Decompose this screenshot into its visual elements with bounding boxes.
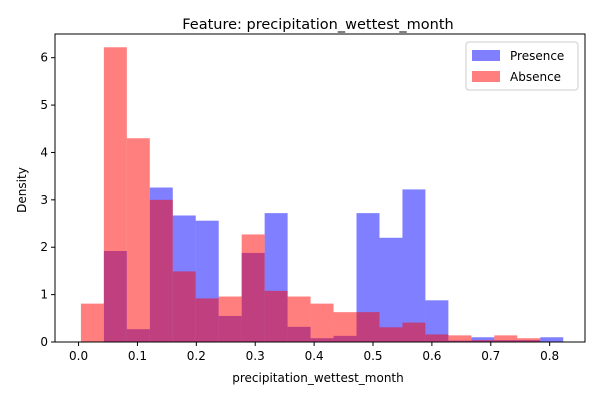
- bar-absence-7: [241, 234, 265, 342]
- bar-presence-14: [425, 300, 449, 342]
- y-tick-label: 6: [40, 51, 48, 65]
- bars-layer: [80, 47, 564, 342]
- bar-absence-6: [218, 296, 242, 342]
- x-tick-label: 0.4: [305, 349, 324, 363]
- bar-absence-3: [149, 199, 173, 342]
- plot-frame: [54, 33, 586, 343]
- bar-absence-8: [264, 290, 288, 342]
- bar-absence-19: [517, 338, 541, 342]
- bar-presence-13: [402, 189, 426, 342]
- legend-swatch-presence: [472, 50, 500, 61]
- y-tick-label: 1: [40, 288, 48, 302]
- bar-absence-0: [80, 303, 104, 342]
- bar-absence-10: [310, 303, 334, 342]
- bar-presence-19: [540, 337, 564, 342]
- bar-presence-12: [379, 237, 403, 342]
- x-tick-label: 0.3: [246, 349, 265, 363]
- legend-label-presence: Presence: [510, 49, 564, 63]
- bar-absence-15: [425, 334, 449, 342]
- y-axis: 0 1 2 3 4 5 6: [40, 51, 55, 349]
- bar-absence-1: [103, 47, 127, 342]
- bar-presence-16: [471, 337, 495, 342]
- x-tick-label: 0.1: [128, 349, 147, 363]
- x-tick-label: 0.5: [363, 349, 382, 363]
- bar-absence-16: [448, 335, 472, 342]
- legend: Presence Absence: [465, 41, 579, 91]
- bar-absence-12: [356, 312, 380, 342]
- bar-absence-13: [379, 327, 403, 342]
- bar-absence-5: [195, 298, 219, 342]
- bar-absence-4: [172, 271, 196, 342]
- y-tick-label: 3: [40, 193, 48, 207]
- y-tick-label: 4: [40, 145, 48, 159]
- legend-swatch-absence: [472, 71, 500, 82]
- x-axis-label: precipitation_wettest_month: [232, 371, 404, 385]
- bar-presence-11: [356, 213, 380, 342]
- bar-absence-17: [471, 340, 495, 342]
- x-tick-label: 0.0: [69, 349, 88, 363]
- y-tick-label: 2: [40, 240, 48, 254]
- x-tick-label: 0.7: [481, 349, 500, 363]
- x-tick-label: 0.6: [422, 349, 441, 363]
- x-tick-label: 0.2: [187, 349, 206, 363]
- bar-absence-14: [402, 322, 426, 342]
- chart-title: Feature: precipitation_wettest_month: [182, 17, 454, 33]
- x-axis: 0.0 0.1 0.2 0.3 0.4 0.5 0.6 0.7 0.8: [69, 342, 559, 363]
- x-tick-label: 0.8: [540, 349, 559, 363]
- legend-label-absence: Absence: [510, 70, 561, 84]
- bar-absence-9: [287, 296, 311, 342]
- bar-absence-18: [494, 335, 518, 342]
- bar-absence-11: [333, 312, 357, 342]
- y-axis-label: Density: [15, 167, 29, 213]
- bar-absence-2: [126, 138, 150, 342]
- y-tick-label: 0: [40, 335, 48, 349]
- y-tick-label: 5: [40, 98, 48, 112]
